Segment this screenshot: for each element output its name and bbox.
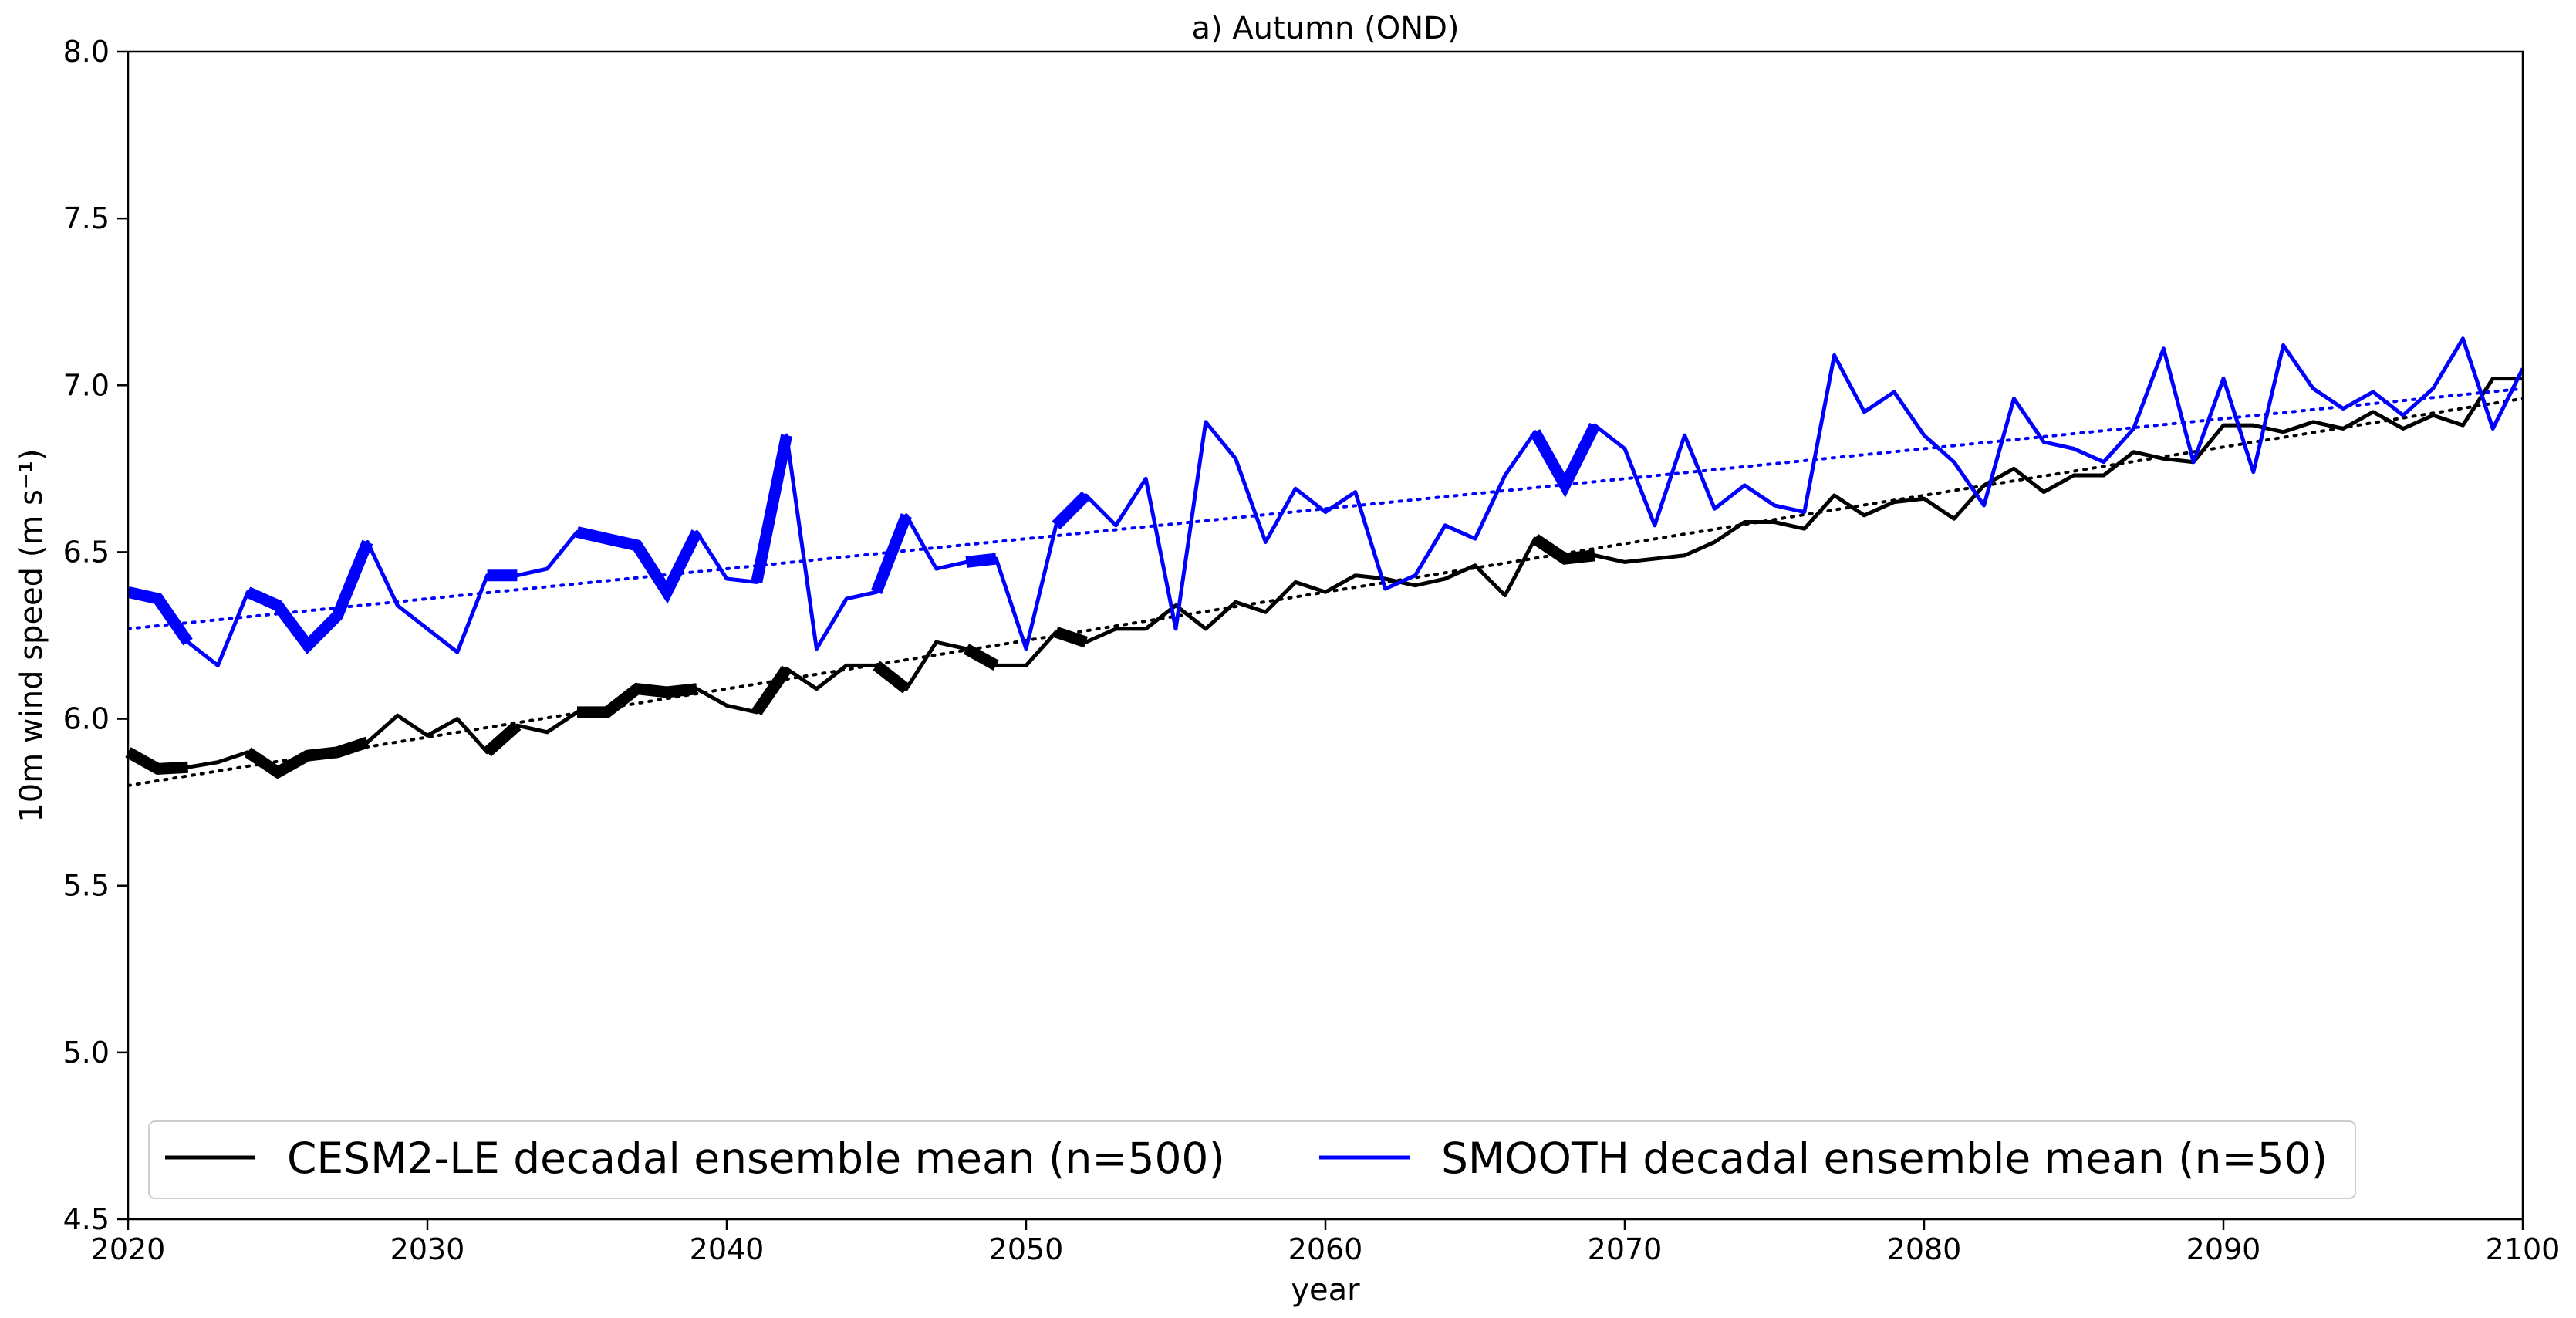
significant-segment-0	[963, 644, 999, 671]
y-tick-label: 6.0	[63, 702, 110, 736]
significant-segment-1	[965, 553, 998, 568]
x-tick-label: 2050	[989, 1232, 1064, 1266]
x-tick-label: 2030	[390, 1232, 465, 1266]
x-tick-label: 2090	[2186, 1232, 2261, 1266]
x-tick-label: 2040	[690, 1232, 765, 1266]
significant-segment-0	[1054, 627, 1088, 648]
series-0	[125, 377, 2524, 788]
legend-label-smooth: SMOOTH decadal ensemble mean (n=50)	[1441, 1134, 2328, 1183]
y-axis-label-text: 10m wind speed (m s⁻¹)	[14, 448, 49, 822]
y-tick-label: 5.5	[63, 869, 110, 903]
significant-segment-1	[245, 539, 373, 654]
x-tick-label: 2100	[2486, 1232, 2561, 1266]
series-1	[127, 336, 2525, 667]
significant-segment-1	[871, 513, 912, 595]
series-line-1	[127, 336, 2525, 667]
plot-frame	[127, 50, 2524, 1221]
legend-box	[148, 1120, 2356, 1199]
x-tick-label: 2060	[1288, 1232, 1363, 1266]
series-line-0	[127, 377, 2523, 775]
significant-segment-1	[751, 434, 792, 583]
y-tick-label: 4.5	[63, 1202, 110, 1236]
significant-segment-0	[751, 665, 792, 716]
significant-segment-0	[483, 721, 522, 757]
significant-segment-0	[1531, 533, 1596, 565]
chart-title: a) Autumn (OND)	[1191, 11, 1459, 46]
significant-segment-0	[577, 682, 698, 718]
y-axis-label: 10m wind speed (m s⁻¹)	[14, 448, 49, 822]
y-tick-label: 7.0	[63, 368, 110, 402]
trend-line-1	[127, 387, 2524, 630]
x-axis-label: year	[1291, 1272, 1360, 1308]
y-tick-label: 8.0	[63, 35, 110, 69]
significant-segment-0	[873, 661, 910, 694]
significant-segment-1	[1052, 491, 1090, 530]
plot-area	[125, 336, 2525, 788]
y-tick-label: 5.0	[63, 1036, 110, 1070]
x-tick-label: 2080	[1887, 1232, 1962, 1266]
x-tick-label: 2020	[91, 1232, 166, 1266]
significant-segment-1	[1530, 422, 1600, 498]
y-tick-label: 7.5	[63, 201, 110, 235]
legend: CESM2-LE decadal ensemble mean (n=500) S…	[148, 1120, 2356, 1199]
y-tick-label: 6.5	[63, 535, 110, 569]
significant-segment-1	[576, 526, 702, 604]
legend-label-cesm2: CESM2-LE decadal ensemble mean (n=500)	[287, 1134, 1225, 1183]
axis-ticks: 2020 2030 2040 2050 2060 2070 2080 2090 2100 4.5 5…	[63, 35, 2561, 1266]
significant-segment-0	[125, 747, 189, 776]
significant-segment-0	[245, 736, 370, 779]
significant-segment-1	[127, 586, 193, 646]
x-tick-label: 2070	[1588, 1232, 1663, 1266]
